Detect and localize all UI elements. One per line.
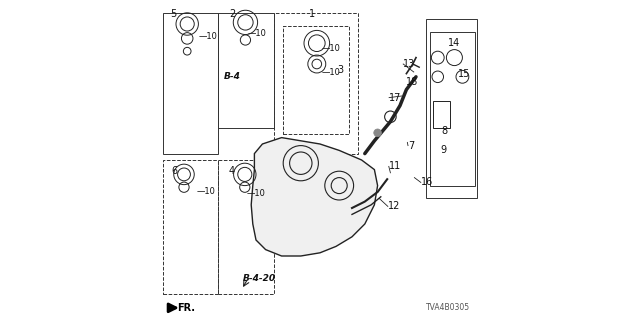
Text: TVA4B0305: TVA4B0305 [426,303,470,312]
Text: 9: 9 [440,145,446,156]
Text: 6: 6 [172,166,177,176]
Text: 13: 13 [403,59,415,69]
Text: 16: 16 [421,177,433,188]
Text: 8: 8 [442,126,448,136]
Text: —10: —10 [248,29,267,38]
Text: 5: 5 [170,9,177,20]
Text: —10: —10 [198,32,217,41]
Text: —10: —10 [322,44,340,52]
Polygon shape [251,138,378,256]
Text: 18: 18 [406,76,418,87]
Text: 2: 2 [229,9,235,20]
Text: B-4: B-4 [224,72,241,81]
Text: —10: —10 [322,68,340,76]
Text: 3: 3 [338,65,344,76]
Text: 14: 14 [448,38,460,48]
Text: 7: 7 [408,140,414,151]
Text: —10: —10 [197,188,216,196]
Text: 17: 17 [388,92,401,103]
Text: 12: 12 [388,201,400,212]
Text: 15: 15 [458,68,470,79]
Text: 1: 1 [309,9,315,20]
Text: 4: 4 [229,166,235,176]
Text: FR.: FR. [177,303,195,313]
Text: —10: —10 [246,189,265,198]
Circle shape [374,129,381,137]
Text: 11: 11 [388,161,401,172]
Text: B-4-20: B-4-20 [243,274,276,283]
